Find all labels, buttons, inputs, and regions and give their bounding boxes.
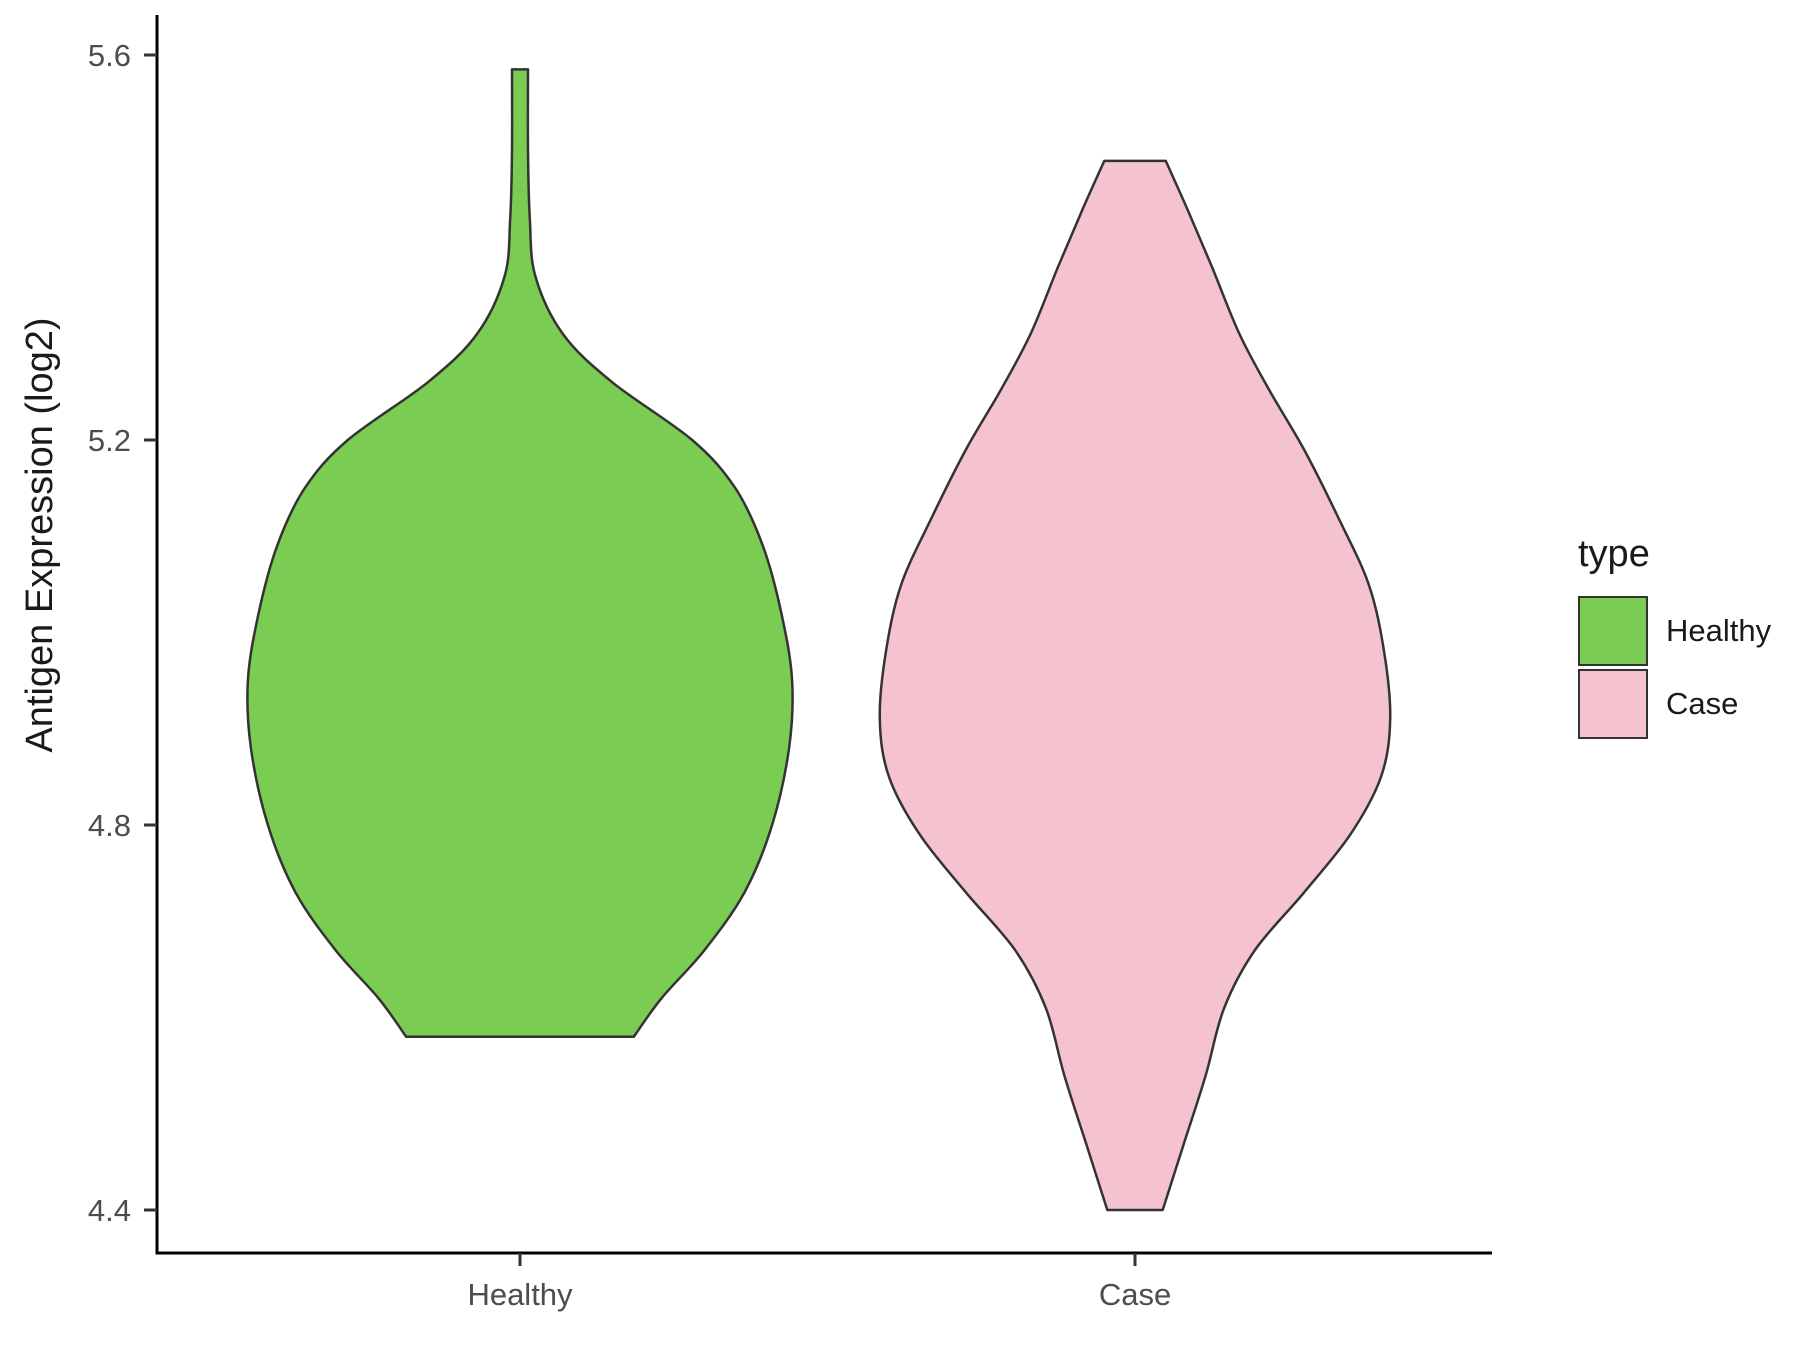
y-tick-label: 4.4	[88, 1193, 131, 1228]
y-tick-label: 4.8	[88, 808, 131, 843]
legend-entry-case: Case	[1578, 669, 1771, 739]
x-axis-ticks: Healthy Case	[467, 1253, 1171, 1312]
legend-label-healthy: Healthy	[1666, 613, 1772, 648]
y-tick-label: 5.6	[88, 38, 131, 73]
legend-swatch-healthy	[1578, 596, 1648, 666]
axes-group	[155, 15, 1492, 1255]
legend-entry-healthy: Healthy	[1578, 596, 1771, 666]
y-axis-title: Antigen Expression (log2)	[19, 317, 61, 752]
x-tick-label-case: Case	[1099, 1277, 1171, 1312]
legend-title: type	[1578, 533, 1650, 575]
violin-group	[246, 68, 1392, 1212]
legend-label-case: Case	[1666, 686, 1739, 721]
x-tick-label-healthy: Healthy	[467, 1277, 573, 1312]
violin-healthy	[246, 68, 794, 1039]
y-axis-ticks: 4.4 4.8 5.2 5.6	[88, 38, 157, 1228]
y-tick-label: 5.2	[88, 423, 131, 458]
violin-case	[878, 159, 1392, 1212]
legend-swatch-case	[1578, 669, 1648, 739]
legend-items: Healthy Case	[1578, 596, 1771, 739]
legend: type Healthy Case	[1578, 533, 1771, 742]
